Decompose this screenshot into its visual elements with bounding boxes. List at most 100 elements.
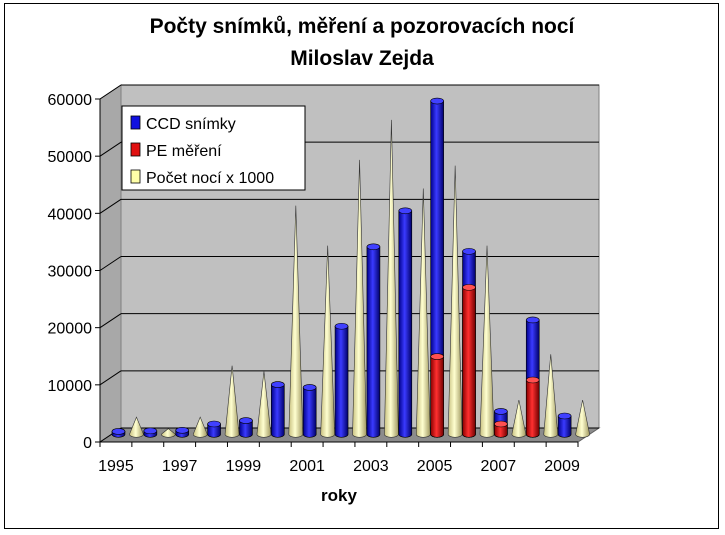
legend-swatch <box>130 169 141 184</box>
mark-ccd-1999 <box>239 417 253 438</box>
bar-body <box>430 356 444 438</box>
mark-noci-2004 <box>415 188 431 438</box>
mark-pe-2006 <box>462 284 476 438</box>
x-axis-ticks: 1995 1997 1999 2001 2003 2005 2007 2009 <box>98 441 580 475</box>
mark-noci-2007 <box>511 399 527 438</box>
chart-title-line2: Miloslav Zejda <box>290 47 434 70</box>
gridline-side <box>99 256 122 271</box>
cone <box>161 428 176 438</box>
mark-noci-2009 <box>575 399 590 438</box>
x-tick-label: 2009 <box>544 458 580 475</box>
mark-noci-2000 <box>288 205 304 438</box>
bar-top <box>302 384 317 391</box>
mark-ccd-1997 <box>175 426 190 438</box>
legend-swatch <box>130 115 141 130</box>
cone <box>256 371 272 438</box>
gridline-side <box>99 84 122 100</box>
cone <box>352 159 367 438</box>
cone <box>479 245 495 438</box>
mark-noci-1996 <box>161 428 176 438</box>
bar-top <box>334 322 349 330</box>
mark-ccd-2003 <box>366 243 381 438</box>
mark-pe-2007 <box>494 420 508 438</box>
bar-top <box>494 420 508 428</box>
bar-top <box>111 428 126 435</box>
cone <box>192 416 208 438</box>
mark-ccd-2009 <box>557 412 572 438</box>
bar-top <box>143 427 158 435</box>
bar-top <box>207 420 221 428</box>
cone <box>129 416 144 438</box>
bar-top <box>462 284 476 291</box>
mark-ccd-1995 <box>111 428 126 438</box>
legend-label: CCD snímky <box>146 116 236 133</box>
bar-top <box>557 412 572 420</box>
cone <box>543 354 559 438</box>
legend-label: PE měření <box>146 143 222 160</box>
legend-box <box>121 105 306 191</box>
bar-body <box>557 415 572 438</box>
bar-top <box>430 97 444 105</box>
y-tick-label: 30000 <box>48 264 93 281</box>
y-tick-label: 20000 <box>48 321 93 338</box>
bar-body <box>525 379 540 438</box>
x-tick-label: 1999 <box>226 458 262 475</box>
mark-noci-2005 <box>447 165 463 438</box>
bar-body <box>462 287 476 438</box>
mark-pe-2008 <box>525 376 540 438</box>
x-tick-label: 2007 <box>481 458 517 475</box>
gridline-side <box>99 198 122 214</box>
cone <box>575 399 590 438</box>
mark-noci-2001 <box>320 245 335 438</box>
bar-top <box>239 417 253 424</box>
mark-noci-2002 <box>352 159 367 438</box>
gridline-side <box>99 370 122 386</box>
legend-swatch <box>130 142 141 157</box>
y-tick-label: 60000 <box>48 92 93 109</box>
mark-ccd-1998 <box>207 420 221 438</box>
data-marks <box>111 97 590 438</box>
mark-ccd-2004 <box>398 207 413 438</box>
x-tick-label: 2005 <box>417 458 453 475</box>
bar-body <box>334 325 349 438</box>
x-axis-title: roky <box>321 486 357 505</box>
cone <box>288 205 304 438</box>
y-tick-label: 10000 <box>48 378 93 395</box>
mark-noci-1997 <box>192 416 208 438</box>
x-tick-label: 1997 <box>162 458 198 475</box>
legend-label: Počet nocí x 1000 <box>146 170 274 187</box>
bar-body <box>207 423 221 438</box>
cone <box>320 245 335 438</box>
mark-pe-2005 <box>430 353 444 438</box>
x-tick-label: 2003 <box>353 458 389 475</box>
chart-title-line1: Počty snímků, měření a pozorovacích nocí <box>150 15 576 38</box>
bar-top <box>525 376 540 384</box>
bar-body <box>302 387 317 438</box>
bar-top <box>398 207 413 215</box>
mark-noci-2006 <box>479 245 495 438</box>
bar-top <box>494 408 508 415</box>
bar-body <box>494 423 508 438</box>
cone <box>415 188 431 438</box>
y-tick-label: 40000 <box>48 206 93 223</box>
bar-body <box>271 384 285 438</box>
bar-top <box>462 248 476 255</box>
legend: CCD snímky PE měření Počet nocí x 1000 <box>121 105 306 191</box>
cone <box>224 365 240 438</box>
mark-noci-2008 <box>543 354 559 438</box>
x-tick-label: 2001 <box>289 458 325 475</box>
mark-ccd-2000 <box>271 381 285 438</box>
mark-ccd-2001 <box>302 384 317 438</box>
mark-noci-2003 <box>384 119 399 438</box>
x-tick-label: 1995 <box>98 458 134 475</box>
y-axis-ticks: 0 10000 20000 30000 40000 50000 60000 <box>48 92 101 452</box>
bar-body <box>239 420 253 438</box>
y-tick-label: 50000 <box>48 149 93 166</box>
bar-top <box>271 381 285 388</box>
mark-noci-1999 <box>256 371 272 438</box>
mark-noci-1995 <box>129 416 144 438</box>
mark-noci-1998 <box>224 365 240 438</box>
y-tick-label: 0 <box>83 435 92 452</box>
cone <box>384 119 399 438</box>
